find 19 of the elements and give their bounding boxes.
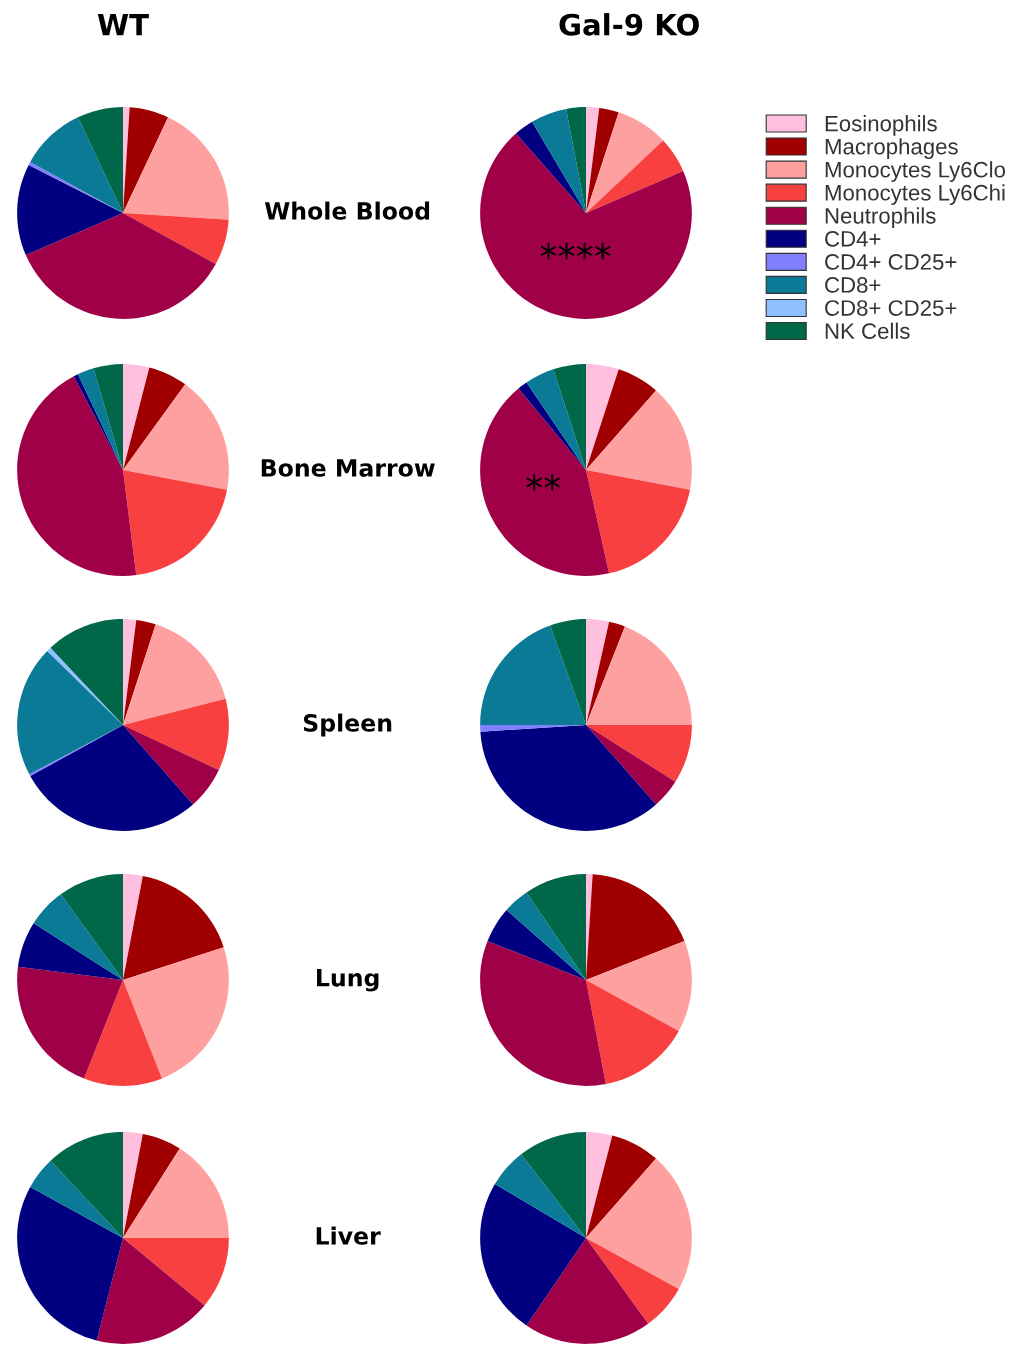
text: Liver	[316, 1226, 381, 1245]
chart-title: Gal-9 KO	[559, 13, 699, 36]
legend-label: Monocytes Ly6Clo	[825, 161, 1006, 182]
text: **	[526, 474, 561, 491]
text: ****	[540, 242, 611, 260]
legend-label: NK Cells	[825, 322, 910, 339]
legend-label: CD4+	[825, 230, 881, 247]
legend-label: Monocytes Ly6Chi	[825, 184, 1005, 205]
text: Spleen	[303, 713, 392, 737]
legend-label: Neutrophils	[825, 207, 936, 229]
text: Whole Blood	[264, 201, 430, 220]
legend-label: CD8+	[825, 277, 881, 293]
legend-label: CD4+ CD25+	[825, 254, 957, 270]
chart-title: WT	[97, 14, 149, 36]
legend-label: CD8+ CD25+	[825, 300, 957, 316]
legend-label: Eosinophils	[825, 115, 937, 136]
text: Lung	[317, 969, 379, 992]
legend-label: Macrophages	[825, 138, 958, 159]
text: Bone Marrow	[261, 459, 435, 477]
